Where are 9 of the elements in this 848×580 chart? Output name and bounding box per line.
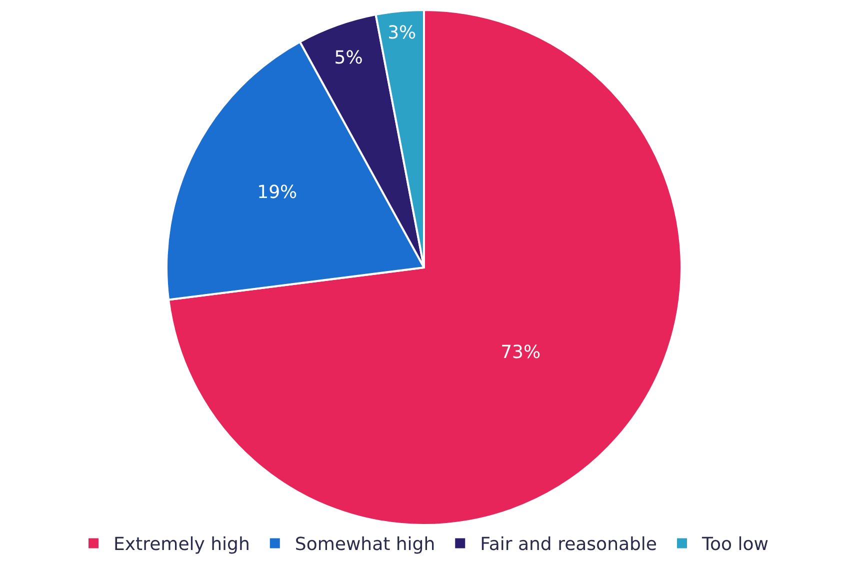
data-label: 3%: [388, 22, 416, 44]
data-label: 5%: [334, 47, 363, 68]
legend-label: Extremely high: [114, 534, 250, 556]
pie-slice: [168, 9, 682, 526]
legend-label: Fair and reasonable: [480, 534, 658, 556]
legend-label: Too low: [701, 534, 768, 556]
data-label: 73%: [500, 342, 541, 364]
legend-label: Somewhat high: [294, 534, 436, 556]
data-label: 19%: [257, 182, 298, 204]
